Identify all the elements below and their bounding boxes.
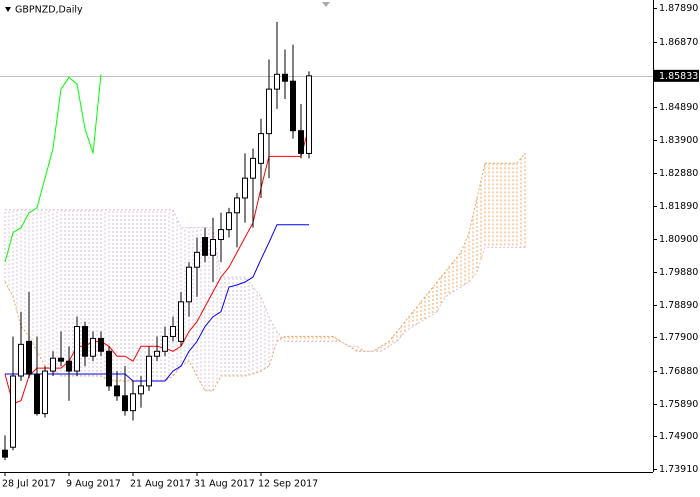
menu-triangle	[5, 7, 11, 12]
y-tick-label: 1.76880	[659, 366, 698, 377]
candle-body	[98, 337, 104, 352]
y-tick-label: 1.86870	[659, 37, 698, 48]
y-tick-label: 1.83900	[659, 135, 698, 146]
y-tick-label: 1.84890	[659, 102, 698, 113]
y-tick-label: 1.87890	[659, 3, 698, 14]
x-tick-label: 21 Aug 2017	[130, 479, 191, 490]
x-tick-label: 9 Aug 2017	[66, 479, 121, 490]
candle-body	[18, 343, 24, 377]
indicator-line	[5, 224, 309, 382]
candle-body	[26, 340, 32, 375]
candle-body	[282, 73, 288, 82]
x-tick-label: 12 Sep 2017	[258, 479, 318, 490]
candle-body	[242, 177, 248, 199]
candle-body	[226, 212, 232, 231]
y-tick-label: 1.81890	[659, 201, 698, 212]
candle-body	[82, 326, 88, 357]
candle-body	[58, 357, 64, 362]
candle-body	[250, 157, 256, 179]
last-price-box	[653, 69, 699, 82]
x-tick-label: 28 Jul 2017	[2, 479, 56, 490]
candle-body	[138, 385, 144, 395]
candle-body	[146, 355, 152, 387]
candle-body	[74, 326, 80, 372]
candle-body	[66, 360, 72, 372]
candle-body	[202, 237, 208, 256]
candle-body	[266, 88, 272, 135]
x-tick-label: 31 Aug 2017	[194, 479, 255, 490]
candle-body	[258, 133, 264, 164]
y-tick-label: 1.74900	[659, 431, 698, 442]
candle-body	[50, 357, 56, 372]
candle-body	[122, 395, 128, 412]
cloud-edge	[4, 153, 526, 392]
cloud-edge	[5, 209, 525, 352]
candle-body	[170, 326, 176, 337]
candle-body	[34, 373, 40, 415]
y-tick-label: 1.78890	[659, 300, 698, 311]
candle-body	[106, 350, 112, 387]
candle-body	[186, 266, 192, 303]
candle-body	[154, 350, 160, 357]
candle-body	[162, 335, 168, 352]
y-tick-label: 1.80900	[659, 234, 698, 245]
shift-marker	[322, 2, 330, 7]
candle-body	[178, 301, 184, 342]
indicator-line	[4, 74, 102, 263]
last-price-label: 1.85833	[659, 71, 698, 82]
candle-body	[10, 375, 16, 448]
candle-body	[218, 229, 224, 240]
y-tick-label: 1.73910	[659, 464, 698, 475]
candle-body	[130, 393, 136, 412]
candle-body	[290, 80, 296, 132]
candle-body	[90, 337, 96, 357]
y-tick-label: 1.82880	[659, 168, 698, 179]
candle-body	[298, 130, 304, 154]
y-tick-label: 1.75890	[659, 399, 698, 410]
plot-area	[0, 21, 653, 461]
chart-title: GBPNZD,Daily	[15, 5, 83, 16]
y-tick-label: 1.79880	[659, 267, 698, 278]
candle-body	[114, 385, 120, 397]
candle-body	[2, 449, 8, 458]
candle-body	[306, 75, 312, 154]
candle-body	[234, 197, 240, 214]
candle-body	[274, 73, 280, 90]
candle-body	[194, 251, 200, 268]
candle-body	[210, 238, 216, 256]
y-tick-label: 1.77900	[659, 332, 698, 343]
candle-body	[42, 370, 48, 415]
